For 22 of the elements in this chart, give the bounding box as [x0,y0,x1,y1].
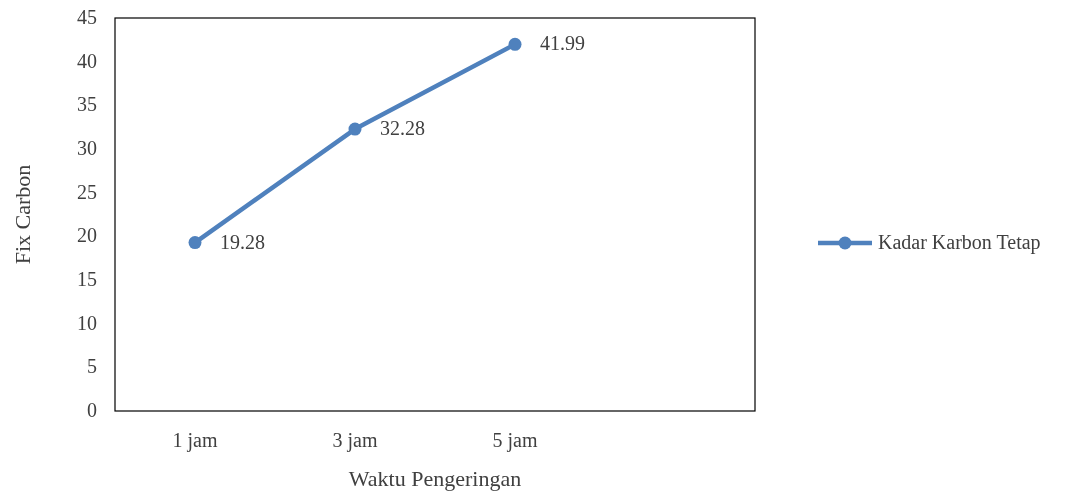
data-label: 19.28 [220,230,265,253]
y-tick-label: 5 [87,355,97,378]
point [508,37,522,51]
y-tick-label: 30 [77,137,97,159]
y-tick-label: 10 [77,311,97,334]
x-axis-title: Waktu Pengeringan [348,466,522,491]
y-tick-label: 40 [77,49,97,72]
point [348,122,362,136]
y-tick-label: 25 [77,180,97,203]
x-tick-label: 1 jam [172,429,218,452]
x-tick-label: 5 jam [492,429,538,452]
data-label: 32.28 [380,117,425,140]
y-tick-label: 20 [77,224,97,247]
y-tick-label: 35 [77,93,97,116]
y-tick-label: 0 [87,399,97,421]
y-axis-title: Fix Carbon [10,164,35,265]
point [188,236,202,250]
y-tick-label: 45 [77,6,97,28]
data-label: 41.99 [540,32,585,55]
y-tick-label: 15 [77,268,97,290]
legend-label: Kadar Karbon Tetap [878,231,1041,254]
x-tick-label: 3 jam [332,429,378,452]
